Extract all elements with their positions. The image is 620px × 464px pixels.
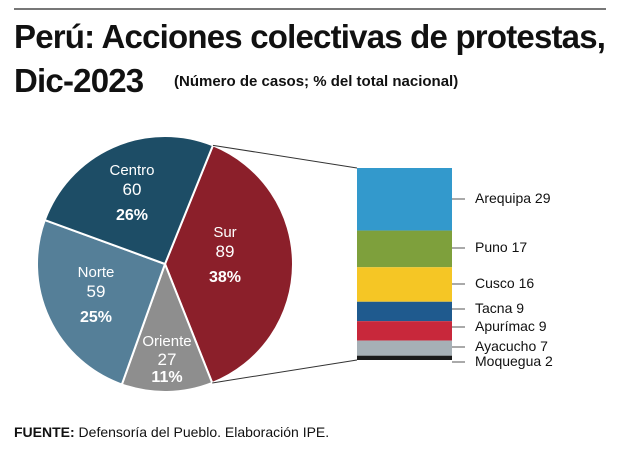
top-rule — [14, 8, 606, 10]
pie-label-sur: Sur 89 38% — [180, 224, 270, 288]
slice-name: Norte — [77, 264, 115, 281]
bar-segment-ayacucho — [357, 340, 452, 356]
bar-segment-tacna — [357, 301, 452, 322]
slice-value: 89 — [215, 242, 235, 261]
source-label: FUENTE: — [14, 424, 75, 440]
pie-slice-norte — [36, 218, 167, 386]
bar-segment-puno — [357, 230, 452, 268]
slice-percent: 38% — [208, 269, 242, 287]
bar-label-ayacucho: Ayacucho 7 — [475, 338, 548, 354]
bar-segment-apurímac — [357, 321, 452, 341]
bar-label-cusco: Cusco 16 — [475, 275, 535, 291]
slice-value: 27 — [157, 349, 177, 369]
bar-label-tacna: Tacna 9 — [475, 300, 525, 316]
bar-label-arequipa: Arequipa 29 — [475, 190, 551, 206]
pie-label-oriente: Oriente 27 11% — [122, 333, 212, 387]
slice-percent: 25% — [79, 309, 113, 327]
bar-label-apurímac: Apurímac 9 — [475, 318, 547, 334]
bar-segment-cusco — [357, 267, 452, 302]
pie-slice-oriente — [120, 261, 214, 393]
slice-value: 59 — [86, 282, 106, 301]
connector-line-bottom — [212, 359, 358, 384]
chart-subtitle: (Número de casos; % del total nacional) — [174, 73, 459, 90]
bar-label-moquegua: Moquegua 2 — [475, 353, 553, 369]
chart-title: Perú: Acciones colectivas de protestas, — [14, 18, 606, 55]
slice-name: Sur — [213, 224, 237, 241]
pie-label-centro: Centro 60 26% — [87, 162, 177, 226]
pie-slice-centro — [43, 135, 215, 266]
bar-segment-moquegua — [357, 355, 452, 360]
slice-name: Centro — [109, 162, 155, 179]
slice-value: 60 — [122, 180, 142, 199]
pie-slice-sur — [163, 144, 294, 385]
source-text: Defensoría del Pueblo. Elaboración IPE. — [74, 424, 330, 440]
connector-line-top — [212, 144, 358, 169]
source-note: FUENTE: Defensoría del Pueblo. Elaboraci… — [14, 424, 329, 440]
bar-segment-arequipa — [357, 168, 452, 231]
bar-label-puno: Puno 17 — [475, 239, 528, 255]
slice-name: Oriente — [142, 333, 192, 350]
chart-title-date: Dic-2023 — [14, 62, 144, 99]
slice-percent: 11% — [151, 369, 183, 387]
pie-label-norte: Norte 59 25% — [51, 264, 141, 328]
slice-percent: 26% — [115, 207, 149, 225]
